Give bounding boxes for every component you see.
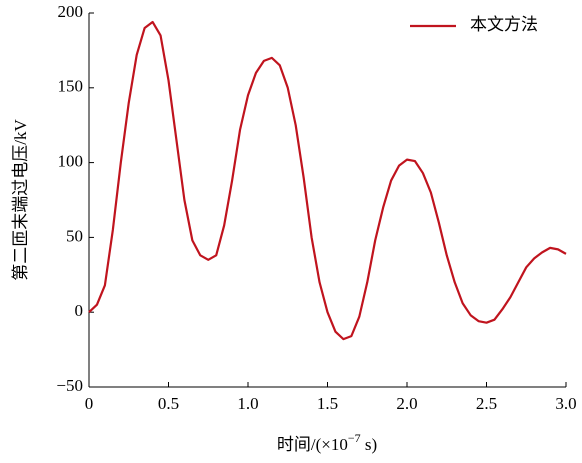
x-tick-label: 3.0 bbox=[555, 394, 576, 413]
y-tick-label: 150 bbox=[58, 77, 84, 96]
y-tick-label: 200 bbox=[58, 2, 84, 21]
y-tick-label: −50 bbox=[56, 376, 83, 395]
x-label-part: s) bbox=[361, 435, 378, 454]
x-axis-label: 时间/(×10−7 s) bbox=[277, 431, 377, 454]
x-tick-label: 0.5 bbox=[158, 394, 179, 413]
x-tick-label: 1.0 bbox=[237, 394, 258, 413]
y-axis-label: 第二匝末端过电压/kV bbox=[11, 119, 30, 281]
line-series bbox=[88, 20, 567, 341]
legend-label: 本文方法 bbox=[470, 15, 538, 34]
x-tick-label: 0 bbox=[85, 394, 94, 413]
x-tick-label: 1.5 bbox=[317, 394, 338, 413]
y-tick-label: 0 bbox=[75, 301, 84, 320]
x-tick-label: 2.5 bbox=[476, 394, 497, 413]
x-tick-label: 2.0 bbox=[396, 394, 417, 413]
y-tick-label: 50 bbox=[66, 226, 83, 245]
x-label-part: 时间/(×10 bbox=[277, 435, 348, 454]
x-label-exponent: −7 bbox=[348, 431, 361, 445]
y-tick-label: 100 bbox=[58, 152, 84, 171]
